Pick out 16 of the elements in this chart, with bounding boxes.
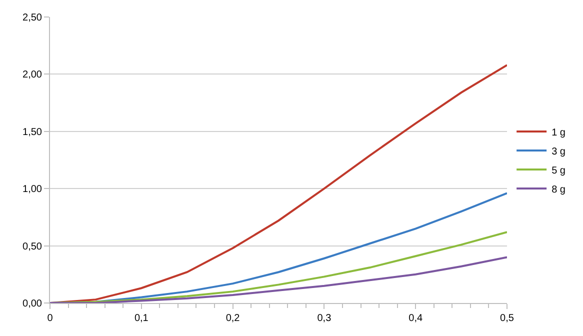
x-tick-label: 0,2 [226,313,240,324]
y-tick-label: 2,00 [22,70,42,81]
x-tick-label: 0,3 [317,313,332,324]
x-tick-label: 0,1 [134,313,149,324]
legend-label: 1 g [552,127,566,138]
legend-label: 5 g [552,165,566,176]
y-tick-label: 1,00 [22,184,42,196]
legend-label: 8 g [552,184,566,196]
y-tick-label: 0,00 [22,298,42,310]
y-tick-label: 2,50 [22,12,42,24]
x-tick-label: 0,5 [500,313,514,324]
y-tick-label: 0,50 [22,241,42,252]
x-tick-label: 0,4 [408,313,423,324]
y-tick-label: 1,50 [22,126,42,138]
legend-label: 3 g [552,146,566,158]
x-tick-label: 0 [47,313,54,324]
